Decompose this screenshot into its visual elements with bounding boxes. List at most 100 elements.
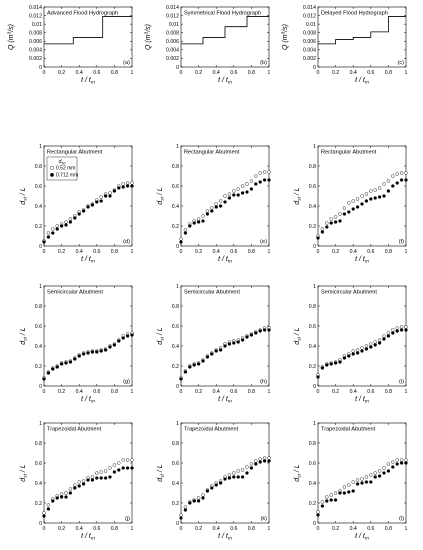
- x-axis-label-main: t / t: [81, 77, 92, 84]
- point-0712mm: [99, 476, 103, 480]
- point-0712mm: [179, 516, 183, 520]
- point-052mm: [399, 171, 404, 175]
- x-tick-label: 0.8: [111, 249, 118, 255]
- y-tick-label: 0.2: [35, 501, 42, 507]
- point-052mm: [68, 487, 73, 491]
- x-tick-label: 0.4: [76, 249, 83, 255]
- point-0712mm: [267, 328, 271, 332]
- point-0712mm: [55, 365, 59, 369]
- y-axis-label-sub: st: [297, 336, 303, 340]
- point-052mm: [391, 174, 395, 178]
- x-axis-label-sub: m: [228, 537, 232, 542]
- point-0712mm: [258, 329, 262, 333]
- point-0712mm: [232, 475, 236, 479]
- y-axis-label-sup: 3: [7, 31, 13, 34]
- x-axis-label-main: t / t: [218, 77, 229, 84]
- point-052mm: [329, 217, 333, 221]
- y-tick-label: 1: [176, 284, 179, 290]
- point-0712mm: [46, 235, 51, 239]
- point-052mm: [377, 186, 382, 190]
- point-0712mm: [316, 513, 320, 517]
- point-0712mm: [201, 219, 205, 223]
- point-052mm: [382, 182, 386, 186]
- point-0712mm: [218, 481, 223, 485]
- point-0712mm: [249, 333, 254, 337]
- y-axis-label-sub: st: [160, 196, 166, 200]
- x-tick-label: 0.6: [230, 526, 237, 532]
- point-052mm: [338, 212, 342, 216]
- chart-title: Semicircular Abutment: [47, 290, 103, 296]
- point-0712mm: [223, 344, 227, 348]
- y-axis-label-sup: 3: [144, 31, 150, 34]
- y-tick-label: 0.6: [35, 461, 42, 467]
- y-tick-label: 0.2: [35, 364, 42, 370]
- x-tick-label: 0.4: [76, 526, 83, 532]
- y-tick-label: 0: [39, 384, 42, 390]
- point-0712mm: [55, 496, 59, 500]
- x-axis-label: t / tm: [355, 396, 369, 405]
- point-0712mm: [373, 196, 377, 200]
- point-052mm: [364, 475, 369, 479]
- point-052mm: [179, 237, 183, 241]
- y-axis-label-tail: /s): [282, 24, 289, 33]
- y-tick-label: 0.01: [169, 22, 179, 28]
- point-052mm: [395, 172, 399, 176]
- point-0712mm: [373, 475, 377, 479]
- point-0712mm: [360, 481, 364, 485]
- x-tick-label: 1: [131, 389, 134, 395]
- y-tick-label: 1: [313, 284, 316, 290]
- point-052mm: [262, 170, 267, 174]
- y-tick-label: 0.4: [309, 204, 316, 210]
- point-052mm: [51, 227, 55, 231]
- point-0712mm: [86, 351, 90, 355]
- y-tick-label: 0: [313, 384, 316, 390]
- y-tick-label: 0.8: [172, 441, 179, 447]
- point-0712mm: [236, 340, 240, 344]
- point-0712mm: [355, 205, 360, 209]
- y-axis-label: dst / L: [20, 187, 29, 204]
- panel-h: 0 0.2 0.4 0.6 0.8 1 0 0.2 0.4 0.6 0.8 1 Semicircular…: [157, 284, 271, 405]
- point-052mm: [117, 461, 121, 465]
- point-052mm: [386, 462, 391, 466]
- x-tick-label: 0.6: [367, 249, 374, 255]
- point-0712mm: [316, 375, 320, 379]
- point-052mm: [355, 478, 360, 482]
- point-0712mm: [236, 475, 240, 479]
- y-tick-label: 0.4: [172, 481, 179, 487]
- y-tick-label: 0: [39, 244, 42, 250]
- point-0712mm: [254, 182, 258, 186]
- point-0712mm: [121, 185, 125, 189]
- y-tick-label: 0.6: [172, 184, 179, 190]
- y-axis-label: dst / L: [294, 187, 303, 204]
- point-0712mm: [90, 350, 95, 354]
- x-tick-label: 0.2: [332, 70, 339, 76]
- point-0712mm: [210, 209, 214, 213]
- x-tick-label: 0: [180, 249, 183, 255]
- point-052mm: [355, 197, 360, 201]
- point-052mm: [179, 513, 183, 517]
- point-052mm: [377, 338, 382, 342]
- y-tick-label: 0.2: [309, 501, 316, 507]
- point-0712mm: [329, 221, 333, 225]
- point-0712mm: [179, 377, 183, 381]
- point-052mm: [342, 206, 347, 210]
- y-tick-label: 0: [176, 521, 179, 527]
- x-axis-label-sub: m: [91, 260, 95, 265]
- x-tick-label: 0.2: [58, 526, 65, 532]
- point-052mm: [227, 473, 232, 477]
- y-axis-label-tail: / L: [157, 464, 164, 474]
- y-tick-label: 0.4: [309, 344, 316, 350]
- y-tick-label: 0.2: [172, 224, 179, 230]
- point-052mm: [201, 214, 205, 218]
- x-axis-label: t / tm: [355, 533, 369, 542]
- y-axis-label-main: d: [20, 340, 27, 345]
- point-052mm: [399, 458, 404, 462]
- y-axis-label-main: d: [294, 200, 301, 205]
- y-axis-label-sub: st: [297, 473, 303, 477]
- point-0712mm: [258, 180, 262, 184]
- y-axis-label-sub: st: [23, 473, 29, 477]
- point-052mm: [377, 469, 382, 473]
- point-052mm: [232, 189, 236, 193]
- point-0712mm: [64, 361, 68, 365]
- panel-l: 0 0.2 0.4 0.6 0.8 1 0 0.2 0.4 0.6 0.8 1 Trapezoidal …: [294, 421, 408, 542]
